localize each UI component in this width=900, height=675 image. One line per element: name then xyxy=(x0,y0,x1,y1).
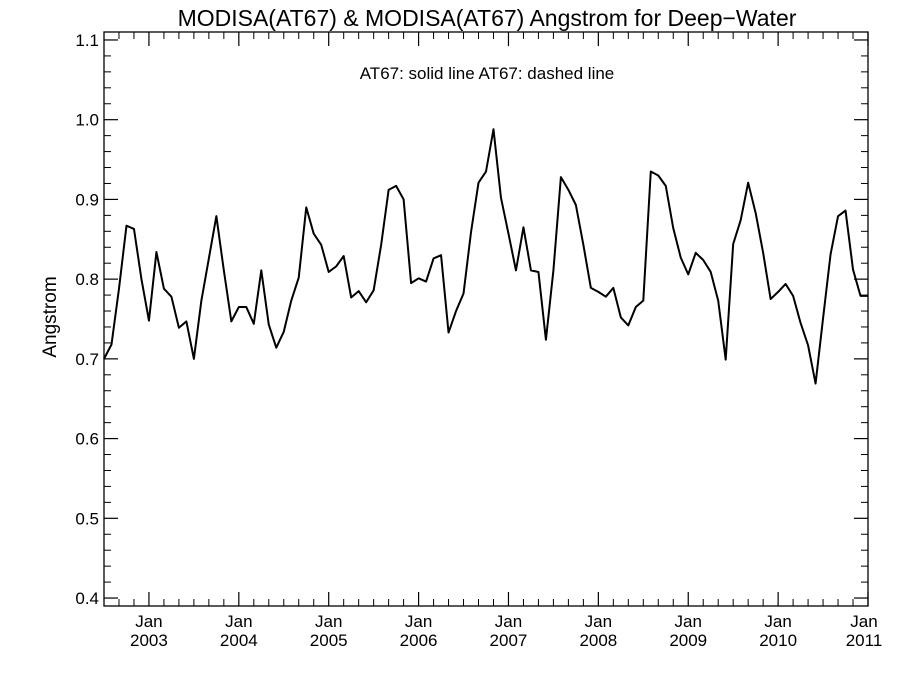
y-tick-label: 0.7 xyxy=(75,350,99,369)
x-tick-year-label: 2003 xyxy=(130,631,168,650)
y-tick-label: 0.6 xyxy=(75,430,99,449)
x-tick-month-label: Jan xyxy=(675,612,702,631)
y-tick-label: 0.4 xyxy=(75,589,99,608)
x-tick-month-label: Jan xyxy=(764,612,791,631)
chart-annotation: AT67: solid line AT67: dashed line xyxy=(360,64,615,83)
y-tick-label: 0.9 xyxy=(75,190,99,209)
x-tick-year-label: 2007 xyxy=(490,631,528,650)
x-tick-month-label: Jan xyxy=(225,612,252,631)
x-tick-year-label: 2008 xyxy=(579,631,617,650)
x-tick-month-label: Jan xyxy=(850,612,877,631)
x-tick-year-label: 2005 xyxy=(310,631,348,650)
series-line-solid xyxy=(103,128,868,385)
x-tick-month-label: Jan xyxy=(405,612,432,631)
x-tick-year-label: 2009 xyxy=(669,631,707,650)
x-tick-year-label: 2010 xyxy=(759,631,797,650)
y-axis: 0.4 0.5 0.6 0.7 0.8 0.9 1.0 1.1 xyxy=(75,31,868,608)
x-axis: Jan2003Jan2004Jan2005Jan2006Jan2007Jan20… xyxy=(103,32,883,650)
y-tick-label: 1.1 xyxy=(75,31,99,50)
y-tick-label: 1.0 xyxy=(75,111,99,130)
y-axis-label: Angstrom xyxy=(40,276,61,357)
chart-title: MODISA(AT67) & MODISA(AT67) Angstrom for… xyxy=(178,5,797,31)
x-tick-year-label: 2004 xyxy=(220,631,258,650)
x-tick-month-label: Jan xyxy=(495,612,522,631)
x-tick-month-label: Jan xyxy=(135,612,162,631)
y-tick-label: 0.5 xyxy=(75,509,99,528)
x-tick-month-label: Jan xyxy=(315,612,342,631)
plot-frame xyxy=(103,31,869,607)
x-tick-year-label: 2011 xyxy=(846,631,883,650)
x-tick-year-label: 2006 xyxy=(400,631,438,650)
x-tick-month-label: Jan xyxy=(585,612,612,631)
series-group xyxy=(103,128,868,385)
y-tick-label: 0.8 xyxy=(75,270,99,289)
